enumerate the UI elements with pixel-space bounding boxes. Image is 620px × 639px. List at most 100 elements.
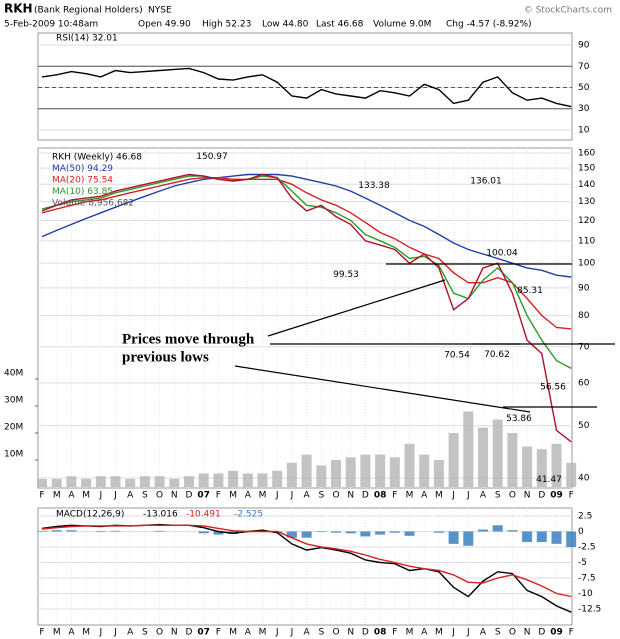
bar — [272, 470, 283, 487]
x-tick-label: F — [39, 628, 44, 638]
bar — [389, 531, 400, 533]
price-annotation: 85.31 — [517, 286, 543, 296]
bar — [95, 476, 106, 487]
bar — [566, 462, 577, 487]
bar — [198, 531, 209, 534]
x-tick-label: F — [392, 628, 397, 638]
bar — [198, 473, 209, 487]
bar — [95, 531, 106, 533]
panel-frame — [37, 507, 573, 626]
credit: © StockCharts.com — [524, 6, 612, 16]
x-tick-label: J — [290, 491, 294, 501]
bar — [492, 525, 503, 532]
legend-entry: -10.491 — [186, 510, 221, 520]
x-tick-label: S — [495, 628, 501, 638]
bar — [257, 473, 268, 487]
x-tick-label: A — [304, 628, 311, 638]
x-tick-label: A — [127, 628, 134, 638]
x-tick-label: 07 — [197, 628, 210, 638]
price-annotation: 136.01 — [470, 177, 502, 187]
x-tick-label: J — [451, 628, 455, 638]
bar — [419, 454, 430, 487]
bar — [463, 411, 474, 487]
x-tick-label: S — [318, 491, 324, 501]
x-tick-label: A — [480, 491, 487, 501]
exchange: NYSE — [148, 6, 172, 16]
bar — [51, 478, 62, 487]
x-tick-label: A — [421, 491, 428, 501]
x-tick-label: A — [304, 491, 311, 501]
x-tick-label: N — [171, 628, 178, 638]
y-tick-label: 110 — [578, 236, 595, 246]
bar — [125, 478, 136, 487]
y-tick-label: 120 — [578, 216, 595, 226]
x-tick-label: S — [142, 491, 148, 501]
x-tick-label: J — [451, 491, 455, 501]
bar — [433, 460, 444, 487]
y-tick-label: 70 — [578, 62, 590, 72]
y-tick-label: -7.5 — [578, 573, 596, 583]
bar — [286, 531, 297, 538]
quote-volume: Volume 9.0M — [373, 20, 431, 30]
x-tick-label: A — [245, 628, 252, 638]
x-tick-label: 07 — [197, 491, 210, 501]
y-tick-label: 100 — [578, 259, 595, 269]
price-annotation: 133.38 — [358, 181, 390, 191]
bar — [522, 531, 533, 543]
bar — [286, 462, 297, 487]
x-tick-label: O — [332, 491, 339, 501]
y-tick-label: -2.5 — [578, 542, 596, 552]
x-tick-label: 09 — [550, 628, 563, 638]
x-tick-label: D — [538, 628, 545, 638]
bar — [375, 531, 386, 535]
legend-entry: RKH (Weekly) 46.68 — [52, 153, 142, 163]
bar — [154, 476, 165, 487]
x-tick-label: F — [569, 491, 574, 501]
x-tick-label: J — [98, 491, 102, 501]
bar — [478, 529, 488, 532]
x-tick-label: M — [82, 628, 90, 638]
x-tick-label: M — [229, 628, 237, 638]
arrow — [267, 279, 446, 337]
x-tick-label: N — [524, 628, 531, 638]
x-tick-label: N — [171, 491, 178, 501]
x-tick-label: A — [127, 491, 134, 501]
y-tick-label: 90 — [578, 283, 590, 293]
bar — [169, 478, 180, 487]
x-tick-label: M — [259, 491, 267, 501]
bar — [360, 454, 371, 487]
bar — [51, 530, 62, 532]
bar — [37, 530, 47, 532]
bar — [301, 454, 312, 487]
y-tick-label: 150 — [578, 164, 595, 174]
x-tick-label: F — [216, 628, 221, 638]
quote-change: Chg -4.57 (-8.92%) — [446, 20, 532, 30]
bar — [213, 531, 224, 535]
price-annotation: 70.62 — [484, 350, 510, 360]
bar — [331, 531, 341, 533]
company-name: (Bank Regional Holders) — [34, 6, 143, 16]
series-line — [41, 67, 572, 108]
x-tick-label: 09 — [550, 491, 563, 501]
y-tick-label: 0 — [578, 527, 584, 537]
note: previous lows — [122, 349, 209, 365]
bar — [404, 531, 415, 536]
x-tick-label: F — [216, 491, 221, 501]
bar — [448, 433, 459, 487]
bar — [228, 470, 239, 487]
y-tick-label: 140 — [578, 180, 595, 190]
x-tick-label: M — [435, 628, 443, 638]
x-tick-label: O — [509, 628, 516, 638]
legend-entry: Volume 8,956,682 — [52, 199, 134, 209]
bar — [536, 449, 547, 487]
arrow — [234, 365, 531, 413]
x-tick-label: D — [362, 491, 369, 501]
bar — [66, 476, 77, 487]
legend-entry: MA(10) 63.85 — [52, 187, 113, 197]
x-tick-label: N — [524, 491, 531, 501]
y-tick-label: 30 — [578, 104, 590, 114]
bar — [213, 473, 224, 487]
bar — [522, 446, 533, 487]
bar — [242, 473, 253, 487]
bar — [316, 465, 327, 487]
